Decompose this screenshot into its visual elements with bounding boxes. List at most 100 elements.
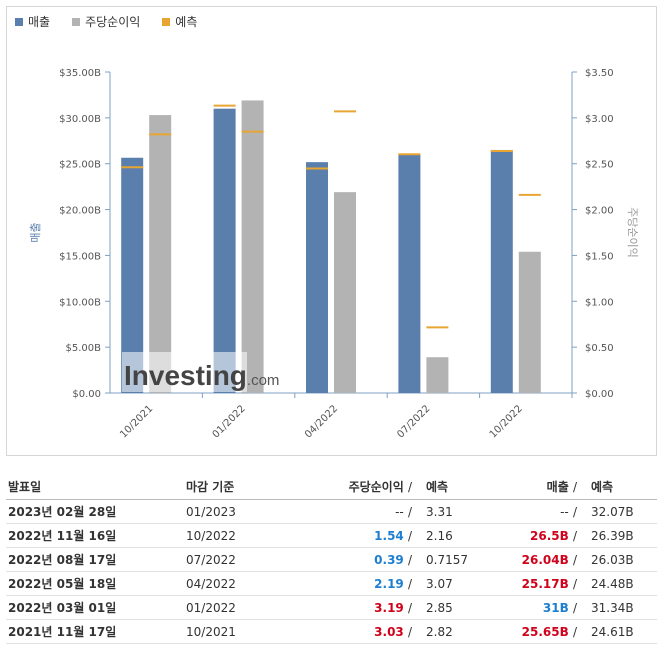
cell-eps-forecast: 2.16 [426,528,453,543]
legend-revenue-label: 매출 [28,15,51,29]
table-row: 2021년 11월 17일 10/2021 3.03 / 2.82 25.65B / 24… [6,620,657,644]
cell-eps-sep: / [407,576,412,591]
cell-eps-sep: / [407,624,412,639]
header-revenue[interactable]: 매출 / [486,478,581,495]
cell-eps-sep: / [407,528,412,543]
cell-revenue-sep: / [572,552,577,567]
cell-period: 04/2022 [186,576,236,591]
cell-revenue-value: 25.17B [521,576,569,591]
cell-eps-value: -- [395,504,404,519]
header-period[interactable]: 마감 기준 [186,480,235,494]
cell-period: 01/2023 [186,504,236,519]
cell-revenue-forecast: 24.61B [591,624,634,639]
right-tick-label: $1.00 [585,297,614,308]
cell-eps: 1.54 / [296,529,416,543]
cell-date: 2022년 08월 17일 [8,553,117,567]
cell-date: 2022년 03월 01일 [8,601,117,615]
x-tick-label: 07/2022 [395,403,432,440]
cell-eps: 2.19 / [296,577,416,591]
cell-eps: -- / [296,505,416,519]
table-header: 발표일 마감 기준 주당순이익 / 예측 매출 / 예측 [6,474,657,500]
cell-revenue-forecast: 24.48B [591,576,634,591]
cell-revenue-value: 31B [542,600,569,615]
legend-forecast[interactable]: 예측 [162,13,197,30]
left-tick-label: $15.00B [59,251,101,262]
legend-forecast-label: 예측 [175,15,198,29]
eps-bar[interactable] [334,192,356,393]
cell-period: 10/2022 [186,528,236,543]
cell-period: 07/2022 [186,552,236,567]
left-axis-title: 매출 [29,222,42,242]
eps-bar[interactable] [149,115,172,393]
header-revenue-forecast[interactable]: 예측 [591,480,614,494]
x-tick-label: 10/2021 [118,403,155,440]
cell-revenue-value: 26.5B [530,528,569,543]
cell-revenue-forecast: 26.39B [591,528,634,543]
cell-revenue-sep: / [572,576,577,591]
legend-forecast-swatch [162,17,171,26]
cell-revenue: 26.04B / [486,553,581,567]
right-tick-label: $0.00 [585,389,614,400]
earnings-chart-panel: 매출 주당순이익 예측 $0.00 $5.00B $10.00B $15.00B $20… [6,6,657,456]
cell-revenue-forecast: 32.07B [591,504,634,519]
revenue-bar[interactable] [121,157,144,393]
header-eps-sep: / [407,480,412,494]
cell-revenue-sep: / [572,600,577,615]
left-tick-label: $25.00B [59,160,101,171]
cell-eps: 3.03 / [296,625,416,639]
cell-revenue: 25.65B / [486,625,581,639]
cell-revenue: 26.5B / [486,529,581,543]
header-eps[interactable]: 주당순이익 / [296,478,416,495]
legend-eps[interactable]: 주당순이익 [72,13,140,30]
cell-period: 10/2021 [186,624,236,639]
cell-date: 2021년 11월 17일 [8,625,117,639]
header-date[interactable]: 발표일 [8,480,42,494]
revenue-bar[interactable] [213,108,236,393]
cell-eps-sep: / [407,504,412,519]
revenue-bar[interactable] [490,149,513,393]
watermark-backdrop [122,352,247,392]
left-tick-label: $10.00B [59,297,101,308]
cell-eps: 0.39 / [296,553,416,567]
revenue-bar[interactable] [398,154,421,393]
eps-bar[interactable] [426,357,449,393]
cell-eps-value: 2.19 [374,576,404,591]
cell-eps-forecast: 3.07 [426,576,453,591]
cell-period: 01/2022 [186,600,236,615]
eps-bar[interactable] [518,251,541,393]
cell-eps-value: 0.39 [374,552,404,567]
right-tick-label: $0.50 [585,343,614,354]
revenue-bar[interactable] [306,162,328,393]
right-axis-title: 주당순이익 [626,207,639,258]
cell-date: 2023년 02월 28일 [8,505,117,519]
header-eps-forecast[interactable]: 예측 [426,480,449,494]
table-row: 2023년 02월 28일 01/2023 -- / 3.31 -- / 32.07B [6,500,657,524]
cell-revenue-value: 26.04B [521,552,569,567]
cell-date: 2022년 05월 18일 [8,577,117,591]
cell-eps-value: 1.54 [374,528,404,543]
left-tick-label: $35.00B [59,68,101,79]
cell-date: 2022년 11월 16일 [8,529,117,543]
left-tick-label: $20.00B [59,206,101,217]
earnings-table: 발표일 마감 기준 주당순이익 / 예측 매출 / 예측 2023년 02월 2… [6,474,657,644]
left-tick-label: $30.00B [59,114,101,125]
cell-eps-forecast: 3.31 [426,504,453,519]
cell-eps-value: 3.19 [374,600,404,615]
header-revenue-sep: / [572,480,577,494]
cell-eps-sep: / [407,600,412,615]
eps-bar[interactable] [241,100,264,393]
table-row: 2022년 05월 18일 04/2022 2.19 / 3.07 25.17B / 24… [6,572,657,596]
cell-eps-sep: / [407,552,412,567]
right-tick-label: $1.50 [585,251,614,262]
chart-legend: 매출 주당순이익 예측 [15,13,197,30]
cell-revenue-forecast: 31.34B [591,600,634,615]
header-eps-label: 주당순이익 [348,480,404,494]
cell-eps-value: 3.03 [374,624,404,639]
cell-revenue-forecast: 26.03B [591,552,634,567]
header-revenue-label: 매출 [546,480,569,494]
cell-revenue-sep: / [572,528,577,543]
earnings-chart: $0.00 $5.00B $10.00B $15.00B $20.00B $25.00B $… [29,68,639,440]
cell-eps-forecast: 0.7157 [426,552,468,567]
legend-revenue-swatch [15,17,23,26]
legend-revenue[interactable]: 매출 [15,13,50,30]
